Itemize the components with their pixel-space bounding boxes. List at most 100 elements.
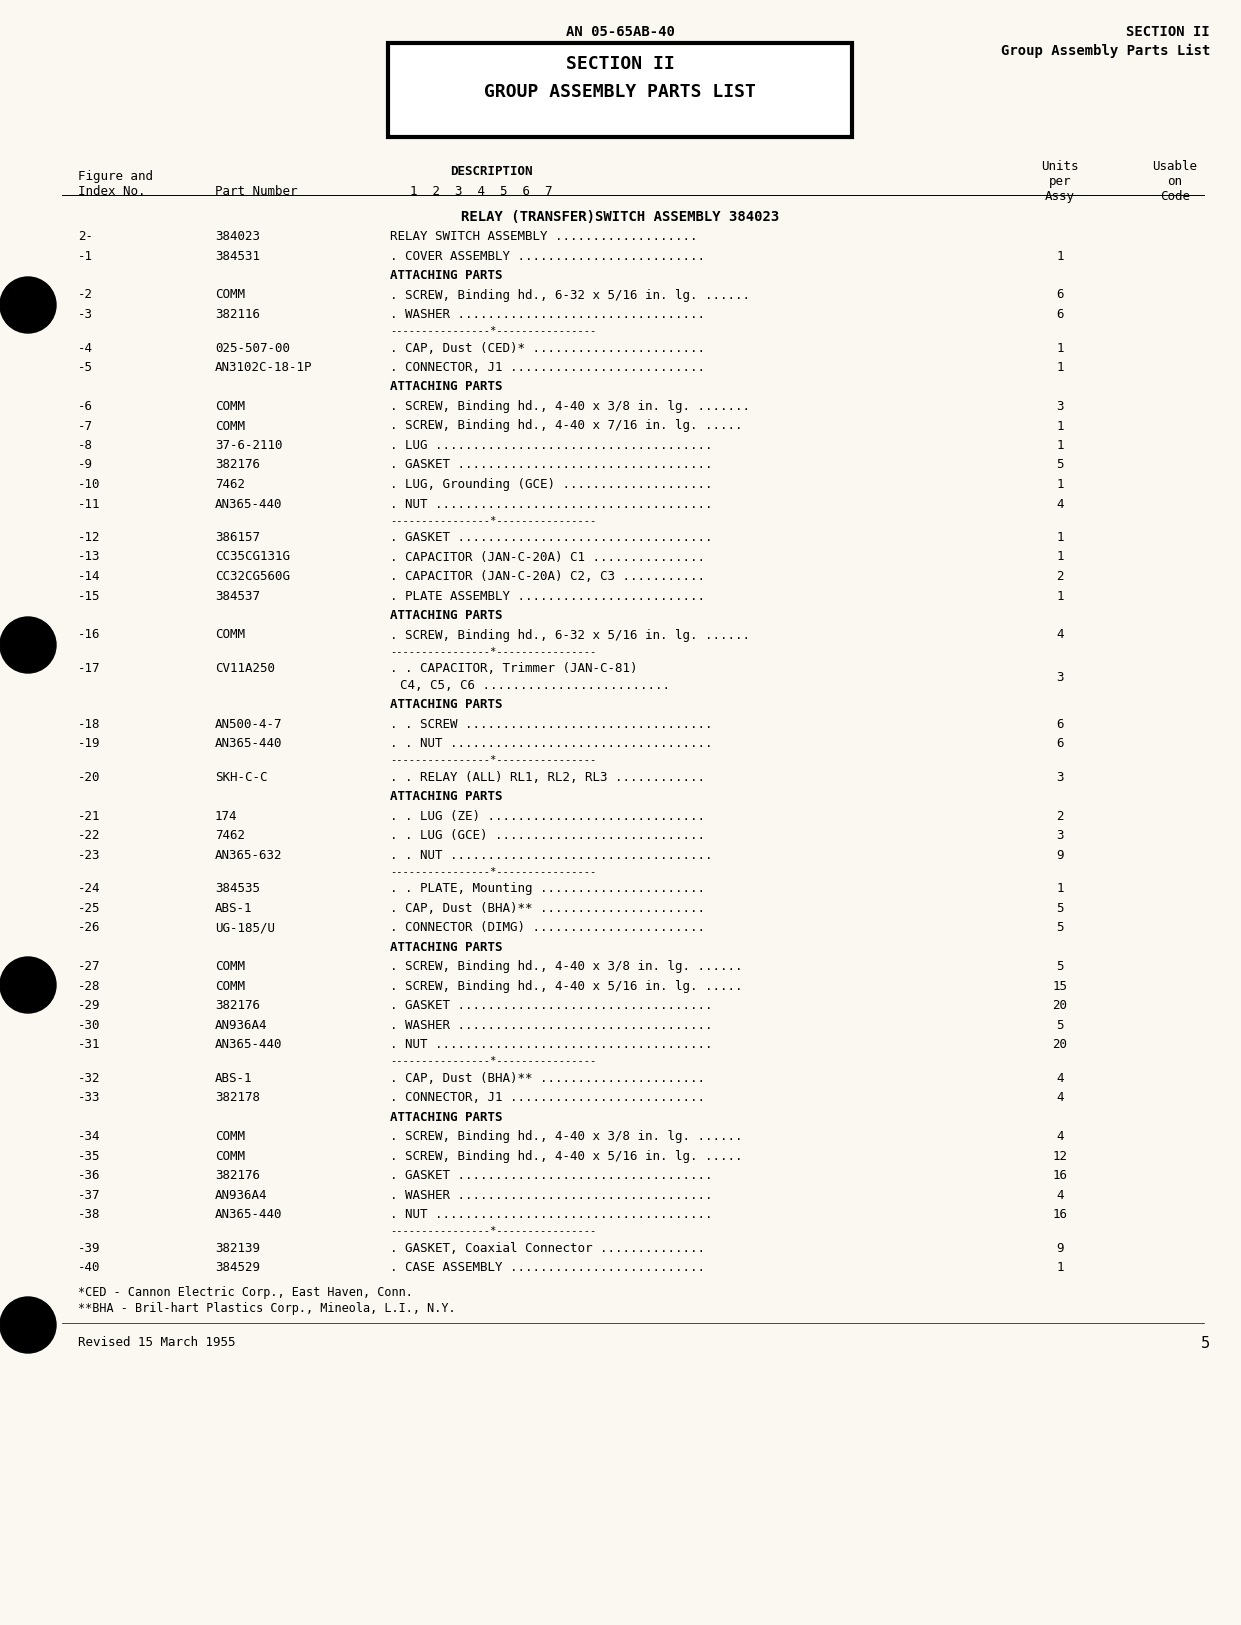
Text: 384537: 384537 — [215, 590, 261, 603]
Text: . GASKET ..................................: . GASKET ...............................… — [390, 458, 712, 471]
Text: -30: -30 — [78, 1019, 101, 1032]
Text: . GASKET ..................................: . GASKET ...............................… — [390, 531, 712, 544]
Text: 174: 174 — [215, 809, 237, 822]
Text: . CAPACITOR (JAN-C-20A) C1 ...............: . CAPACITOR (JAN-C-20A) C1 .............… — [390, 551, 705, 564]
Text: 7462: 7462 — [215, 829, 244, 842]
Text: -17: -17 — [78, 661, 101, 674]
Text: UG-185/U: UG-185/U — [215, 921, 276, 934]
Text: 382176: 382176 — [215, 458, 261, 471]
Text: per: per — [1049, 176, 1071, 188]
Text: AN3102C-18-1P: AN3102C-18-1P — [215, 361, 313, 374]
Text: AN365-440: AN365-440 — [215, 1207, 283, 1220]
Text: ATTACHING PARTS: ATTACHING PARTS — [390, 609, 503, 622]
Text: 384531: 384531 — [215, 250, 261, 263]
Text: 382176: 382176 — [215, 999, 261, 1012]
Text: CV11A250: CV11A250 — [215, 661, 276, 674]
Text: -36: -36 — [78, 1168, 101, 1181]
Text: -12: -12 — [78, 531, 101, 544]
Text: ABS-1: ABS-1 — [215, 902, 252, 915]
Text: AN500-4-7: AN500-4-7 — [215, 718, 283, 731]
Text: 1: 1 — [1056, 341, 1064, 354]
Text: 16: 16 — [1052, 1207, 1067, 1220]
Text: . CAP, Dust (CED)* .......................: . CAP, Dust (CED)* .....................… — [390, 341, 705, 354]
Text: . WASHER .................................: . WASHER ...............................… — [390, 309, 705, 322]
Text: 1: 1 — [1056, 478, 1064, 491]
Text: . SCREW, Binding hd., 4-40 x 5/16 in. lg. .....: . SCREW, Binding hd., 4-40 x 5/16 in. lg… — [390, 1149, 742, 1162]
Text: -5: -5 — [78, 361, 93, 374]
Text: -39: -39 — [78, 1242, 101, 1254]
Text: . . NUT ...................................: . . NUT ................................… — [390, 848, 712, 861]
Text: ----------------*----------------: ----------------*---------------- — [390, 325, 596, 335]
Text: 3: 3 — [1056, 671, 1064, 684]
Text: -23: -23 — [78, 848, 101, 861]
Text: COMM: COMM — [215, 1129, 244, 1142]
Text: RELAY SWITCH ASSEMBLY ...................: RELAY SWITCH ASSEMBLY ..................… — [390, 231, 697, 244]
Text: -40: -40 — [78, 1261, 101, 1274]
Text: -28: -28 — [78, 980, 101, 993]
Text: -10: -10 — [78, 478, 101, 491]
Text: . . NUT ...................................: . . NUT ................................… — [390, 738, 712, 751]
Text: 6: 6 — [1056, 738, 1064, 751]
Text: -24: -24 — [78, 882, 101, 895]
Text: AN936A4: AN936A4 — [215, 1188, 268, 1201]
Text: . GASKET ..................................: . GASKET ...............................… — [390, 999, 712, 1012]
Text: 1: 1 — [1056, 590, 1064, 603]
Text: *CED - Cannon Electric Corp., East Haven, Conn.: *CED - Cannon Electric Corp., East Haven… — [78, 1285, 413, 1298]
Text: GROUP ASSEMBLY PARTS LIST: GROUP ASSEMBLY PARTS LIST — [484, 83, 756, 101]
Text: . LUG, Grounding (GCE) ....................: . LUG, Grounding (GCE) .................… — [390, 478, 712, 491]
Text: C4, C5, C6 .........................: C4, C5, C6 ......................... — [400, 679, 670, 692]
Text: ----------------*----------------: ----------------*---------------- — [390, 866, 596, 876]
Text: 1: 1 — [1056, 531, 1064, 544]
Text: . LUG .....................................: . LUG ..................................… — [390, 439, 712, 452]
Text: ----------------*----------------: ----------------*---------------- — [390, 754, 596, 765]
Circle shape — [0, 618, 56, 673]
Text: Assy: Assy — [1045, 190, 1075, 203]
Text: SECTION II: SECTION II — [1127, 24, 1210, 39]
Text: ATTACHING PARTS: ATTACHING PARTS — [390, 790, 503, 803]
Text: . PLATE ASSEMBLY .........................: . PLATE ASSEMBLY .......................… — [390, 590, 705, 603]
Text: SECTION II: SECTION II — [566, 55, 674, 73]
Text: COMM: COMM — [215, 980, 244, 993]
Text: 025-507-00: 025-507-00 — [215, 341, 290, 354]
Text: . WASHER ..................................: . WASHER ...............................… — [390, 1019, 712, 1032]
Text: . WASHER ..................................: . WASHER ...............................… — [390, 1188, 712, 1201]
Text: ATTACHING PARTS: ATTACHING PARTS — [390, 699, 503, 712]
Text: . CONNECTOR, J1 ..........................: . CONNECTOR, J1 ........................… — [390, 361, 705, 374]
Text: Usable: Usable — [1153, 159, 1198, 172]
Text: COMM: COMM — [215, 629, 244, 642]
Text: COMM: COMM — [215, 1149, 244, 1162]
Text: Part Number: Part Number — [215, 185, 298, 198]
Text: 3: 3 — [1056, 400, 1064, 413]
Text: AN936A4: AN936A4 — [215, 1019, 268, 1032]
Text: -38: -38 — [78, 1207, 101, 1220]
Text: . SCREW, Binding hd., 4-40 x 3/8 in. lg. .......: . SCREW, Binding hd., 4-40 x 3/8 in. lg.… — [390, 400, 750, 413]
Text: AN 05-65AB-40: AN 05-65AB-40 — [566, 24, 674, 39]
Text: on: on — [1168, 176, 1183, 188]
Text: Index No.: Index No. — [78, 185, 145, 198]
Text: 2: 2 — [1056, 809, 1064, 822]
Text: -4: -4 — [78, 341, 93, 354]
Text: 384535: 384535 — [215, 882, 261, 895]
Text: -2: -2 — [78, 289, 93, 302]
Text: -3: -3 — [78, 309, 93, 322]
Text: 9: 9 — [1056, 848, 1064, 861]
Text: Figure and: Figure and — [78, 171, 153, 184]
Text: 382176: 382176 — [215, 1168, 261, 1181]
Text: 386157: 386157 — [215, 531, 261, 544]
Text: . . CAPACITOR, Trimmer (JAN-C-81): . . CAPACITOR, Trimmer (JAN-C-81) — [390, 661, 638, 674]
Text: COMM: COMM — [215, 289, 244, 302]
Text: -13: -13 — [78, 551, 101, 564]
Text: . CAPACITOR (JAN-C-20A) C2, C3 ...........: . CAPACITOR (JAN-C-20A) C2, C3 .........… — [390, 570, 705, 583]
Text: CC32CG560G: CC32CG560G — [215, 570, 290, 583]
Text: 384529: 384529 — [215, 1261, 261, 1274]
Circle shape — [0, 276, 56, 333]
Text: -9: -9 — [78, 458, 93, 471]
Circle shape — [0, 1297, 56, 1354]
Text: . SCREW, Binding hd., 6-32 x 5/16 in. lg. ......: . SCREW, Binding hd., 6-32 x 5/16 in. lg… — [390, 289, 750, 302]
Text: ATTACHING PARTS: ATTACHING PARTS — [390, 1110, 503, 1123]
Text: -29: -29 — [78, 999, 101, 1012]
Text: . . RELAY (ALL) RL1, RL2, RL3 ............: . . RELAY (ALL) RL1, RL2, RL3 ..........… — [390, 770, 705, 783]
Text: COMM: COMM — [215, 400, 244, 413]
Text: -19: -19 — [78, 738, 101, 751]
Text: -37: -37 — [78, 1188, 101, 1201]
